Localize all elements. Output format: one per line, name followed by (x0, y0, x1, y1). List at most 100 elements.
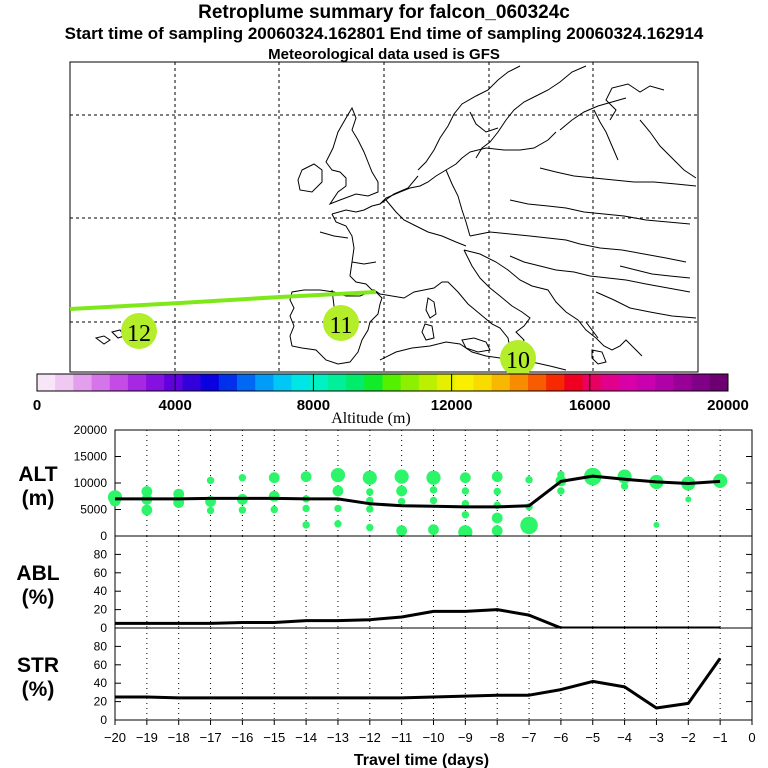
altitude-dot (141, 504, 153, 516)
ytick-label-str: 0 (100, 713, 107, 727)
xtick-label: −3 (649, 730, 664, 745)
sampling-times: Start time of sampling 20060324.162801 E… (64, 24, 704, 43)
altitude-dot (330, 467, 346, 483)
time-series-panels: 05000100001500020000ALT(m)020406080ABL(%… (16, 423, 755, 768)
altitude-dot (334, 520, 342, 528)
colorbar-cell (200, 374, 220, 391)
xtick-label: −12 (359, 730, 381, 745)
altitude-dot (491, 471, 503, 483)
ytick-label-alt: 20000 (74, 423, 108, 437)
colorbar-cell (127, 374, 147, 391)
colorbar-cell (418, 374, 438, 391)
colorbar-cell (164, 374, 183, 391)
altitude-dot (366, 523, 374, 532)
altitude-dot (109, 495, 121, 507)
altitude-dot (394, 469, 409, 484)
xtick-label: −9 (458, 730, 473, 745)
panel-label-alt: ALT (18, 463, 57, 486)
colorbar-tick-label: 20000 (707, 397, 749, 414)
panel-abl: 0 20 40 60 80 ABL(%) (16, 535, 753, 635)
day-marker-12: 12 (121, 313, 157, 349)
altitude-dot (206, 506, 215, 515)
altitude-dot (268, 472, 280, 484)
altitude-dot (397, 497, 406, 506)
altitude-dot (461, 511, 470, 519)
xtick-label: −6 (553, 730, 568, 745)
day-label-10: 10 (506, 348, 530, 374)
ytick-label-alt: 15000 (74, 450, 108, 464)
colorbar-cell (691, 374, 711, 391)
panel-alt: 0 5000 10000 15000 20000 ALT(m) (18, 423, 753, 543)
colorbar-cell (37, 374, 56, 391)
xtick-label: −20 (104, 730, 126, 745)
ytick-label-str: 80 (94, 639, 108, 653)
altitude-dot (620, 482, 629, 490)
altitude-dot (366, 505, 374, 513)
altitude-dot (270, 505, 278, 514)
colorbar-cell (509, 374, 529, 391)
xtick-label: −7 (522, 730, 537, 745)
colorbar: 0 4000 8000 12000 16000 20000 Altitude (m) (33, 373, 749, 427)
xtick-label: −5 (585, 730, 600, 745)
map-panel: 12 11 10 (69, 61, 699, 376)
colorbar-cell (600, 374, 620, 391)
altitude-dot (520, 516, 538, 535)
colorbar-cells (37, 374, 729, 391)
ytick-label-abl: 80 (94, 547, 108, 561)
colorbar-cell (237, 374, 256, 391)
altitude-dot (429, 486, 438, 494)
colorbar-ticks: 0 4000 8000 12000 16000 20000 (33, 374, 749, 414)
ytick-label-alt: 5000 (80, 503, 107, 517)
xtick-label: −10 (422, 730, 444, 745)
series-line-alt (115, 474, 721, 509)
colorbar-cell (527, 374, 547, 391)
altitude-dot (617, 469, 632, 484)
ytick-label-abl: 20 (94, 603, 108, 617)
altitude-dot (332, 485, 344, 497)
altitude-dot (459, 472, 471, 484)
altitude-dot (268, 490, 280, 502)
chart-title: Retroplume summary for falcon_060324c (198, 2, 570, 23)
panel-unit-alt: (m) (22, 487, 55, 510)
xtick-label: −18 (168, 730, 190, 745)
xtick-label: −1 (713, 730, 728, 745)
colorbar-cell (709, 374, 729, 391)
altitude-dot (238, 474, 247, 482)
altitude-dot (300, 471, 312, 483)
colorbar-xlabel: Altitude (m) (331, 410, 411, 427)
altitude-dot (429, 496, 438, 505)
panel-unit-abl: (%) (22, 586, 55, 609)
x-axis-label: Travel time (days) (354, 752, 489, 768)
xtick-label: −2 (681, 730, 696, 745)
xtick-label: −17 (200, 730, 222, 745)
xtick-label: −13 (327, 730, 349, 745)
colorbar-tick-label: 16000 (569, 397, 611, 414)
colorbar-tick-label: 8000 (297, 397, 330, 414)
colorbar-cell (364, 374, 383, 391)
colorbar-cell (673, 374, 693, 391)
altitude-dot (396, 485, 408, 497)
colorbar-cell (91, 374, 111, 391)
altitude-dot (426, 470, 441, 485)
altitude-dot (302, 521, 310, 529)
colorbar-cell (291, 374, 311, 391)
day-label-12: 12 (127, 321, 151, 347)
colorbar-cell (218, 374, 238, 391)
ytick-label-str: 20 (94, 695, 108, 709)
xtick-label: 0 (748, 730, 755, 745)
colorbar-cell (618, 374, 638, 391)
map-frame (69, 61, 699, 373)
ytick-label-str: 40 (94, 676, 108, 690)
day-marker-11-circle (323, 305, 359, 341)
colorbar-cell (273, 374, 292, 391)
colorbar-cell (109, 374, 129, 391)
colorbar-cell (437, 374, 456, 391)
altitude-dot (173, 488, 185, 500)
altitude-dot (713, 473, 728, 488)
day-label-11: 11 (329, 313, 352, 339)
ytick-label-abl: 0 (100, 621, 107, 635)
met-data-label: Meteorological data used is GFS (268, 46, 500, 63)
coastlines (94, 65, 697, 371)
